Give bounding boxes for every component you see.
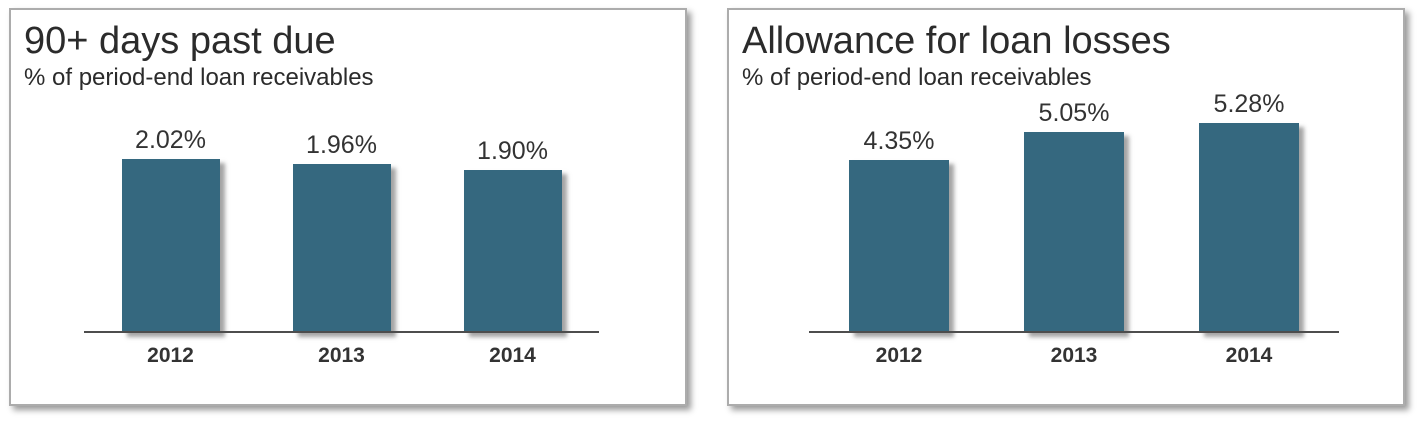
bar-slot: 2.02% (121, 126, 220, 333)
chart-panel-allowance-loan-losses: Allowance for loan losses % of period-en… (727, 8, 1405, 406)
bar (121, 159, 220, 333)
x-axis-tick-labels: 2012 2013 2014 (809, 344, 1339, 368)
bar (1024, 132, 1124, 333)
x-axis-line (84, 331, 599, 333)
chart-panel-90-days-past-due: 90+ days past due % of period-end loan r… (9, 8, 687, 406)
x-axis-tick-label: 2014 (489, 344, 536, 367)
bar (1199, 123, 1299, 333)
chart-subtitle: % of period-end loan receivables (24, 64, 374, 91)
bar-slot: 1.96% (292, 131, 391, 333)
bar (849, 160, 949, 333)
bar-value-label: 5.05% (1038, 99, 1110, 127)
x-axis-tick-label: 2013 (318, 344, 365, 367)
bar-value-label: 2.02% (135, 126, 206, 154)
bar-value-label: 4.35% (863, 127, 935, 155)
chart-header: Allowance for loan losses % of period-en… (729, 10, 1403, 92)
bar-value-label: 5.28% (1213, 90, 1285, 118)
bar-slot: 5.05% (1024, 99, 1124, 333)
bar (292, 164, 391, 333)
bar-slot: 1.90% (463, 137, 562, 333)
chart-title: 90+ days past due (24, 20, 336, 62)
bar-value-label: 1.96% (306, 131, 377, 159)
x-axis-tick-label: 2014 (1225, 344, 1273, 367)
chart-header: 90+ days past due % of period-end loan r… (11, 10, 685, 92)
x-axis-tick-label: 2012 (875, 344, 923, 367)
x-axis-tick-label: 2012 (147, 344, 194, 367)
bar-slot: 5.28% (1199, 90, 1299, 333)
chart-subtitle: % of period-end loan receivables (742, 64, 1092, 91)
bar-slot: 4.35% (849, 127, 949, 333)
bar (463, 170, 562, 333)
x-axis-tick-labels: 2012 2013 2014 (84, 344, 599, 368)
x-axis-line (809, 331, 1339, 333)
bar-value-label: 1.90% (477, 137, 548, 165)
x-axis-tick-label: 2013 (1050, 344, 1098, 367)
chart-title: Allowance for loan losses (742, 20, 1171, 62)
